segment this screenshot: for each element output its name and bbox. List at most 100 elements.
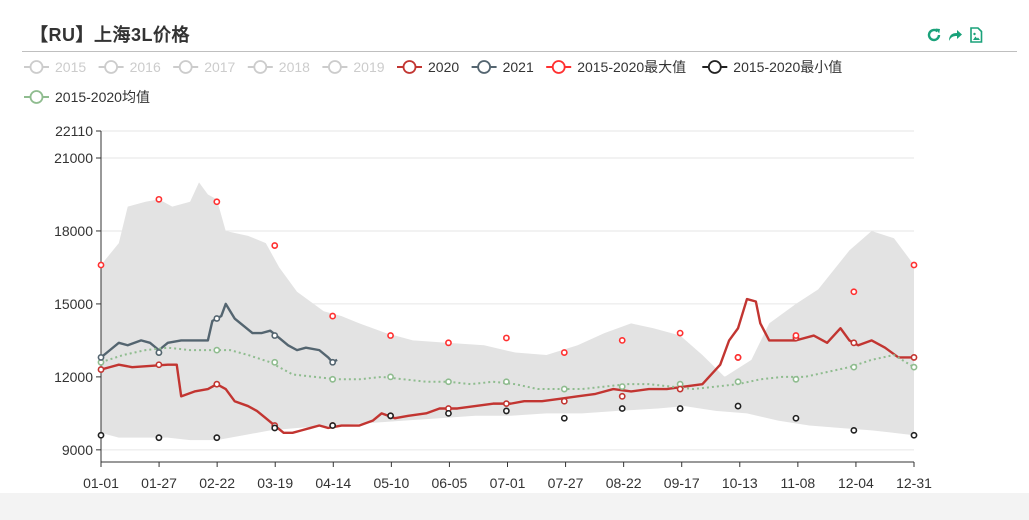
- chart-title: 【RU】上海3L价格: [30, 25, 191, 45]
- min-marker: [850, 426, 858, 434]
- legend-symbol: [327, 60, 342, 74]
- min-marker: [618, 405, 626, 412]
- legend-item-2015-2020最大值[interactable]: 2015-2020最大值: [546, 59, 686, 75]
- legend-symbol: [551, 60, 566, 74]
- share-icon[interactable]: [947, 27, 963, 43]
- y-tick-label: 12000: [54, 369, 93, 385]
- series-2020-marker: [97, 366, 105, 373]
- mean-marker: [213, 346, 221, 354]
- legend-label: 2015-2020最小值: [733, 59, 842, 75]
- legend-symbol: [178, 60, 193, 74]
- x-tick-label: 07-01: [490, 475, 526, 491]
- mean-marker: [271, 358, 279, 366]
- restore-icon[interactable]: [926, 27, 942, 43]
- y-tick-label: 22110: [55, 123, 93, 139]
- x-tick-label: 01-01: [83, 475, 119, 491]
- series-2020-marker: [618, 392, 626, 400]
- min-marker: [97, 431, 105, 439]
- min-marker: [502, 407, 510, 415]
- chart-panel: 【RU】上海3L价格 2015 2016 2017 2018 2019 2020 2021 2…: [0, 0, 1029, 493]
- series-2020-marker: [502, 400, 510, 408]
- series-2021-marker: [155, 349, 163, 356]
- mean-marker: [850, 363, 858, 371]
- min-marker: [445, 409, 452, 417]
- legend-item-2015[interactable]: 2015: [24, 59, 86, 75]
- mean-marker: [618, 383, 626, 391]
- chart-svg: 2015 2016 2017 2018 2019 2020 2021 2015-2020最大值…: [24, 59, 932, 491]
- y-tick-label: 9000: [62, 442, 93, 458]
- min-marker: [329, 422, 337, 429]
- x-tick-label: 03-19: [257, 475, 293, 491]
- x-tick-label: 09-17: [664, 475, 700, 491]
- axes: 9000 12000 15000 18000 21000 22110 01-01 01-27 0…: [54, 123, 932, 491]
- max-marker: [97, 261, 105, 269]
- legend-symbol: [402, 60, 417, 74]
- max-marker: [213, 198, 221, 206]
- legend-label: 2018: [279, 59, 310, 75]
- max-marker: [155, 195, 163, 203]
- legend-symbol: [253, 60, 268, 74]
- legend-symbol: [707, 60, 722, 74]
- y-tick-label: 18000: [54, 223, 93, 239]
- max-marker: [271, 242, 279, 249]
- legend-symbol: [29, 60, 44, 74]
- max-marker: [676, 329, 684, 337]
- min-marker: [676, 405, 684, 412]
- min-marker: [734, 402, 742, 410]
- x-tick-label: 11-08: [780, 475, 815, 491]
- series-2020-marker: [155, 361, 163, 369]
- legend-item-2018[interactable]: 2018: [247, 59, 310, 75]
- legend: 2015 2016 2017 2018 2019 2020 2021 2015-2020最大值…: [24, 59, 842, 105]
- legend-label: 2017: [204, 59, 235, 75]
- max-marker: [387, 332, 394, 339]
- legend-item-2015-2020均值[interactable]: 2015-2020均值: [24, 89, 150, 105]
- min-marker: [387, 412, 394, 420]
- legend-label: 2021: [503, 59, 534, 75]
- mean-marker: [445, 378, 452, 386]
- x-tick-label: 01-27: [141, 475, 177, 491]
- min-marker: [910, 431, 918, 439]
- legend-item-2021[interactable]: 2021: [471, 59, 534, 75]
- max-marker: [850, 288, 858, 296]
- min-marker: [155, 434, 163, 442]
- min-marker: [792, 414, 800, 422]
- legend-label: 2015-2020最大值: [577, 59, 686, 75]
- legend-item-2015-2020最小值[interactable]: 2015-2020最小值: [702, 59, 842, 75]
- x-tick-label: 10-13: [722, 475, 758, 491]
- legend-label: 2020: [428, 59, 459, 75]
- x-tick-label: 08-22: [606, 475, 642, 491]
- max-marker: [445, 339, 452, 347]
- x-tick-label: 05-10: [373, 475, 409, 491]
- legend-item-2020[interactable]: 2020: [397, 59, 459, 75]
- x-tick-label: 02-22: [199, 475, 235, 491]
- mean-marker: [910, 363, 918, 371]
- max-marker: [560, 349, 568, 356]
- legend-item-2016[interactable]: 2016: [98, 59, 161, 75]
- mean-marker: [792, 375, 800, 383]
- max-marker: [792, 332, 800, 339]
- x-tick-label: 12-04: [838, 475, 874, 491]
- min-marker: [271, 424, 279, 432]
- series-2021-marker: [329, 358, 337, 366]
- mean-marker: [329, 375, 337, 383]
- series-2021-marker: [271, 332, 279, 339]
- x-tick-label: 07-27: [548, 475, 584, 491]
- series-2020-marker: [910, 354, 918, 361]
- series-markers: [97, 195, 918, 442]
- min-marker: [560, 414, 568, 422]
- save-image-icon[interactable]: [968, 27, 984, 43]
- legend-item-2017[interactable]: 2017: [173, 59, 236, 75]
- series-line-2021: [100, 302, 338, 364]
- legend-symbol: [29, 90, 44, 104]
- legend-label: 2015-2020均值: [55, 89, 150, 105]
- series-line-2020: [100, 297, 914, 435]
- x-tick-label: 04-14: [315, 475, 351, 491]
- y-tick-label: 21000: [54, 150, 93, 166]
- max-marker: [910, 261, 918, 269]
- series-2020-marker: [850, 339, 858, 347]
- max-marker: [329, 312, 337, 320]
- max-marker: [502, 334, 510, 342]
- legend-label: 2019: [353, 59, 384, 75]
- legend-symbol: [104, 60, 118, 74]
- legend-item-2019[interactable]: 2019: [322, 59, 385, 75]
